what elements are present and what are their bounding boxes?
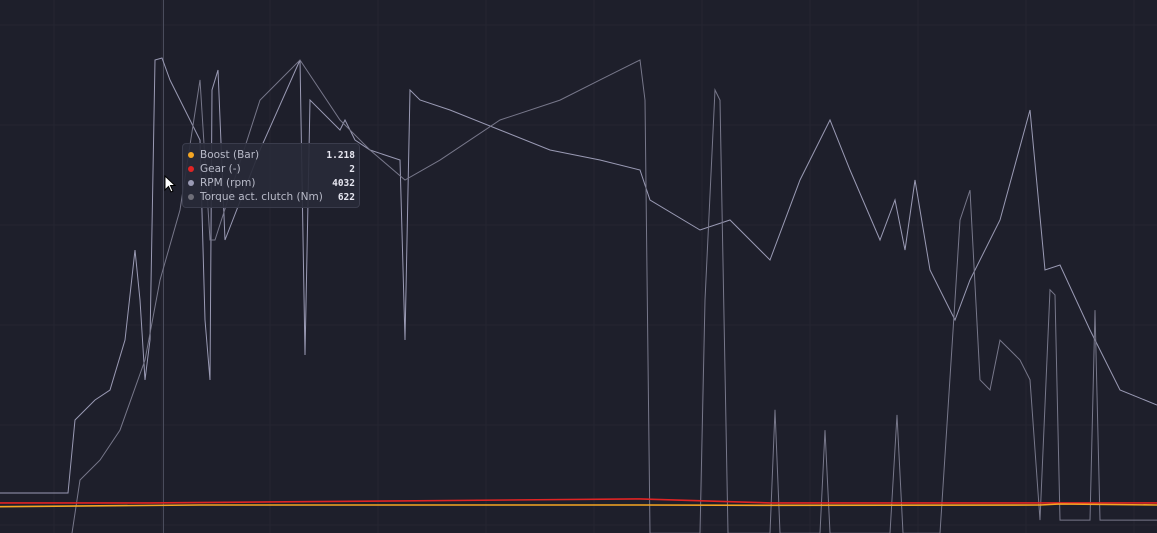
tooltip-label: Boost (Bar) [200, 149, 260, 161]
tooltip-row-rpm: RPM (rpm) 4032 [187, 176, 355, 190]
gear-dot-icon [188, 166, 194, 172]
mouse-pointer-icon [164, 175, 177, 193]
series-line-boost-bar [0, 503, 1157, 508]
torque-dot-icon [188, 194, 194, 200]
tooltip-label: Torque act. clutch (Nm) [200, 191, 323, 203]
series-line-rpm-rpm [0, 57, 1157, 494]
tooltip-row-torque: Torque act. clutch (Nm) 622 [187, 190, 355, 204]
tooltip-label: RPM (rpm) [200, 177, 256, 189]
boost-dot-icon [188, 152, 194, 158]
tooltip-value: 622 [337, 191, 355, 203]
rpm-dot-icon [188, 180, 194, 186]
series-line-torque-act-clutch-nm [71, 59, 1157, 533]
tooltip-row-gear: Gear (-) 2 [187, 162, 355, 176]
series-line-gear [0, 498, 1157, 504]
tooltip-value: 4032 [332, 177, 355, 189]
tooltip-value: 2 [349, 163, 355, 175]
tooltip-value: 1.218 [326, 149, 355, 161]
data-tooltip: Boost (Bar) 1.218 Gear (-) 2 RPM (rpm) 4032… [182, 143, 360, 208]
tooltip-row-boost: Boost (Bar) 1.218 [187, 148, 355, 162]
tooltip-label: Gear (-) [200, 163, 241, 175]
